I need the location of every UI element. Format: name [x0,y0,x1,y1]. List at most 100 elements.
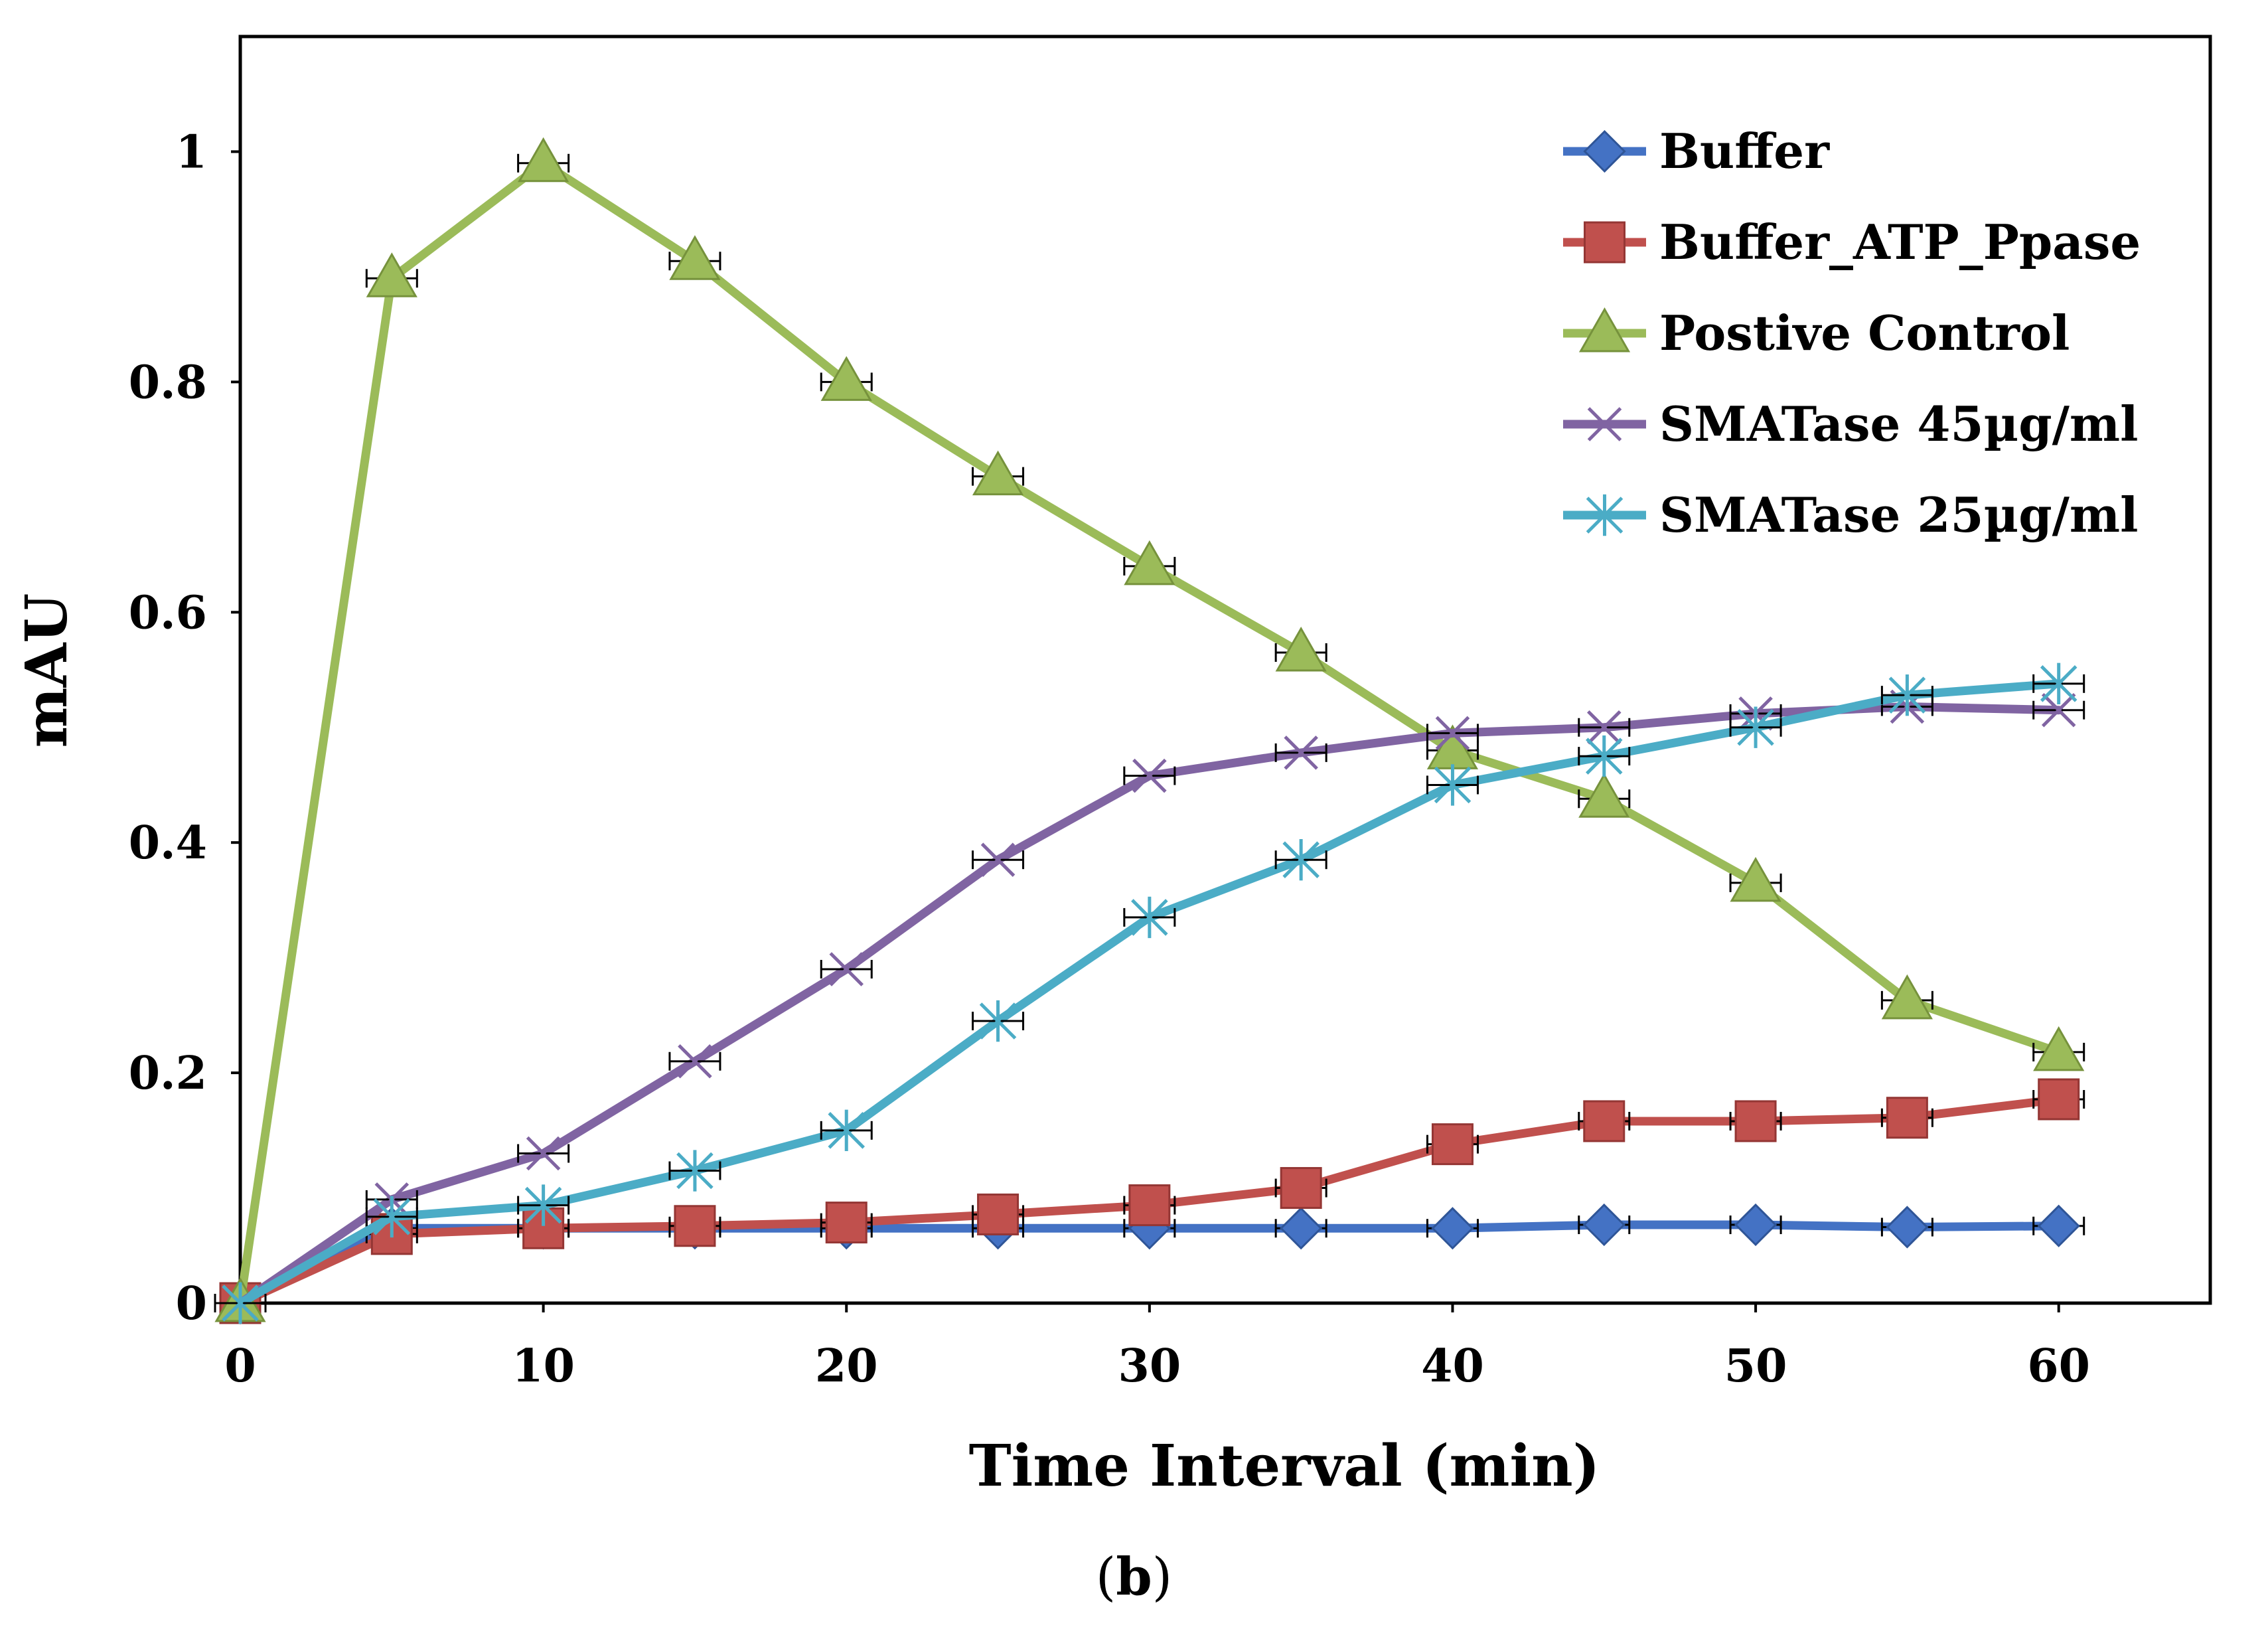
x-tick-label: 40 [1421,1340,1484,1393]
data-point [1435,716,1470,751]
x-tick-label: 10 [512,1340,575,1393]
diamond-marker-shape [1734,1203,1777,1247]
data-point [1275,626,1327,672]
data-point [674,1205,716,1247]
square-marker-shape [1583,1100,1625,1142]
data-point [825,1202,868,1244]
triangle-marker-shape [1578,773,1630,818]
data-point [2038,1078,2080,1121]
series-buffer-atp-ppase [214,1078,2085,1324]
legend-label: Postive Control [1659,305,2070,361]
triangle-marker-shape [1881,974,1933,1020]
legend-marker [1583,129,1626,173]
square-marker-shape [2038,1078,2080,1121]
triangle-marker-shape [518,137,569,183]
diamond-marker-shape [2037,1204,2080,1247]
square-marker-shape [825,1202,868,1244]
x-tick-label: 20 [815,1340,878,1393]
legend-marker [1584,221,1625,264]
x-marker-stroke [2041,692,2076,728]
data-point [366,252,417,297]
data-point [526,1136,561,1171]
triangle-marker-shape [2033,1026,2085,1071]
square-marker-shape [1280,1167,1322,1210]
data-point [1282,839,1320,881]
axes: 0 10 20 30 40 50 60 0 0.2 0.4 0.6 0.8 1 [129,125,2090,1393]
x-tick-label: 30 [1118,1340,1181,1393]
data-point [669,235,721,280]
legend-label: Buffer_ATP_Ppase [1659,214,2141,270]
triangle-marker-shape [1578,307,1631,352]
data-point [1280,1207,1323,1250]
triangle-marker-shape [1275,626,1327,672]
x-marker-stroke [1587,407,1622,441]
triangle-marker-shape [1730,856,1781,902]
legend-marker [1586,494,1624,536]
square-marker-shape [1128,1184,1171,1227]
legend-item: SMATase 45µg/ml [1563,396,2138,452]
x-marker-stroke [829,952,864,986]
y-axis-title: mAU [13,593,80,748]
caption-letter: b [1116,1547,1152,1607]
y-tick-label: 0 [176,1277,207,1330]
diamond-marker-shape [1886,1206,1929,1249]
x-marker-stroke [1284,736,1318,770]
data-point [1131,896,1168,939]
figure-caption: (b) [0,1547,2268,1607]
data-point [1284,736,1318,770]
data-point [1886,1097,1928,1139]
y-tick-label: 0.2 [129,1047,207,1100]
legend-item: Buffer [1563,123,1830,179]
y-tick-label: 1 [176,125,207,179]
data-point [1730,856,1781,902]
x-tick-label: 0 [224,1340,256,1393]
x-marker-stroke [980,842,1016,877]
x-tick-label: 60 [2027,1340,2090,1393]
x-axis-title: Time Interval (min) [969,1433,1600,1500]
triangle-marker-shape [366,252,417,297]
plot-frame [238,35,2212,1305]
data-point [1434,764,1472,806]
data-point [676,1150,714,1192]
data-point [1431,1123,1474,1166]
y-tick-label: 0.6 [129,586,207,639]
series-smatase-25-g-ml [214,663,2085,1324]
triangle-marker-shape [820,356,872,401]
data-point [820,356,872,401]
data-point [1431,1207,1474,1250]
data-point [1888,674,1926,716]
diamond-marker-shape [1431,1207,1474,1250]
x-tick-label: 50 [1724,1340,1787,1393]
x-marker-stroke [1587,710,1622,745]
triangle-marker-shape [669,235,721,280]
data-point [678,1044,712,1079]
legend-item: SMATase 25µg/ml [1563,487,2138,543]
square-marker-shape [977,1193,1020,1235]
data-point [1886,1206,1929,1249]
data-point [518,137,569,183]
x-marker-stroke [526,1136,561,1171]
legend: Buffer Buffer_ATP_Ppase Postive Control SMA… [1563,123,2141,543]
legend-item: Postive Control [1563,305,2070,361]
diamond-marker-shape [1583,129,1626,173]
data-point [524,1184,562,1226]
series-postive-control [214,137,2085,1322]
data-point [1583,1100,1625,1142]
triangle-marker-shape [1124,540,1175,586]
data-point [2037,1204,2080,1247]
data-point [1587,710,1622,745]
data-point [1124,540,1175,586]
data-point [979,1000,1017,1042]
x-marker-stroke [1435,716,1470,751]
legend-label: SMATase 25µg/ml [1659,487,2138,543]
caption-close: ) [1152,1547,1173,1607]
legend-label: Buffer [1659,123,1830,179]
data-point [1734,1100,1777,1142]
x-marker-stroke [1132,758,1167,793]
data-point [1132,758,1167,793]
x-marker-stroke [678,1044,712,1079]
legend-marker [1578,307,1631,352]
square-marker-shape [1734,1100,1777,1142]
square-marker-shape [674,1205,716,1247]
